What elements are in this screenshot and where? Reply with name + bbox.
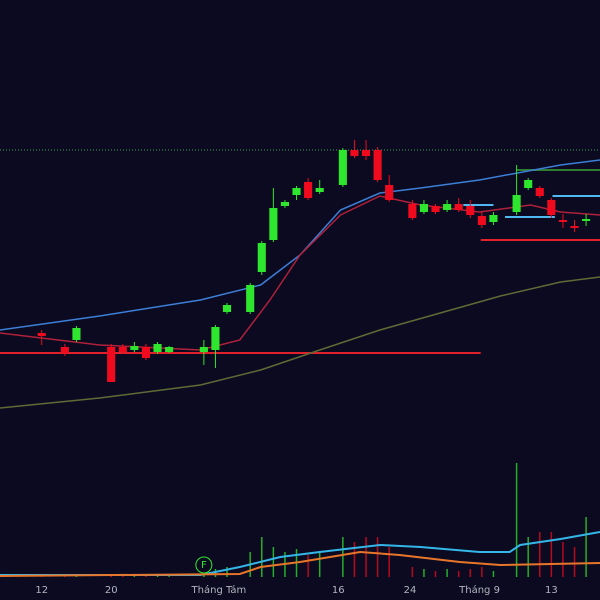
candle-body <box>489 215 498 222</box>
volume-bar <box>365 537 367 577</box>
volume-bar <box>376 537 379 577</box>
volume-bar <box>353 542 356 577</box>
candle-body <box>373 150 382 180</box>
volume-bar <box>388 547 390 577</box>
candle-body <box>524 180 533 188</box>
volume-bar <box>573 547 576 577</box>
event-marker-label: F <box>201 560 207 571</box>
candle-body <box>304 182 313 198</box>
candle-body <box>165 347 174 352</box>
candle-body <box>153 344 162 352</box>
candle-body <box>466 206 475 215</box>
candle-body <box>443 204 452 210</box>
volume-bar <box>214 569 217 577</box>
candle-body <box>385 185 394 200</box>
volume-bar <box>226 567 228 577</box>
volume-bar <box>562 542 564 577</box>
volume-bar <box>411 567 414 577</box>
volume-bar <box>527 537 529 577</box>
candle-body <box>211 327 220 350</box>
candle-body <box>535 188 544 196</box>
candle-body <box>477 216 486 225</box>
volume-average <box>0 531 600 576</box>
candle-body <box>130 346 139 350</box>
x-tick-label: 12 <box>35 585 48 596</box>
candle-body <box>547 200 556 215</box>
candle-body <box>350 150 359 156</box>
volume-bar <box>342 537 344 577</box>
volume-bar <box>307 555 309 577</box>
candle-body <box>570 226 579 228</box>
volume-bar <box>261 537 263 577</box>
volume-bar <box>272 547 275 577</box>
candle-body <box>60 347 69 353</box>
candle-body <box>280 202 289 206</box>
volume-bar <box>515 463 518 577</box>
x-tick-label: Tháng 9 <box>458 584 500 596</box>
x-tick-label: 16 <box>332 585 345 596</box>
volume-average <box>0 550 600 577</box>
candle-body <box>118 347 127 352</box>
moving-average <box>0 276 600 409</box>
candle-body <box>558 220 567 222</box>
volume-bar <box>539 532 541 577</box>
volume-bar <box>492 571 495 577</box>
candle-body <box>107 347 116 382</box>
volume-bar <box>423 569 425 577</box>
candle-body <box>454 204 463 210</box>
volume-bar <box>457 571 460 577</box>
volume-bar <box>446 569 448 577</box>
candle-body <box>141 347 150 358</box>
candle-body <box>338 150 347 185</box>
volume-bar <box>318 552 321 577</box>
candle-body <box>419 204 428 212</box>
candle-body <box>246 285 255 312</box>
moving-average <box>0 159 600 331</box>
volume-bar <box>481 567 483 577</box>
candle-body <box>582 219 591 221</box>
volume-bar <box>203 574 205 577</box>
candle-body <box>257 243 266 272</box>
candle-body <box>361 150 371 156</box>
volume-bar <box>434 571 437 577</box>
candle-body <box>408 204 417 218</box>
x-tick-label: Tháng Tám <box>191 584 247 596</box>
volume-bar <box>550 532 553 577</box>
candle-body <box>431 206 440 212</box>
candle-body <box>199 347 208 352</box>
candle-body <box>315 188 324 192</box>
candle-body <box>292 188 301 195</box>
x-tick-label: 24 <box>404 585 417 596</box>
x-tick-label: 20 <box>105 585 118 596</box>
candle-body <box>512 195 521 212</box>
event-marker <box>195 556 213 574</box>
volume-bar <box>469 569 472 577</box>
volume-bar <box>585 517 587 577</box>
candle-body <box>72 328 81 340</box>
x-tick-label: 13 <box>545 585 558 596</box>
candle-body <box>222 305 232 312</box>
candle-body <box>269 208 278 240</box>
candle-body <box>37 333 46 336</box>
